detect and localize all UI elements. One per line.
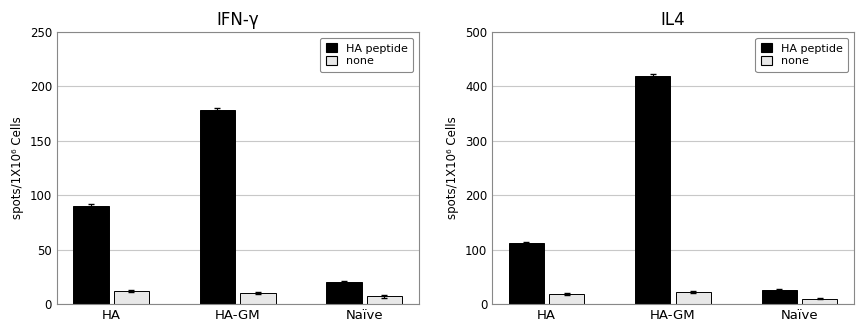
Bar: [549, 294, 585, 304]
Bar: [367, 296, 402, 304]
Title: IFN-γ: IFN-γ: [216, 11, 259, 29]
Bar: [326, 282, 362, 304]
Bar: [761, 290, 797, 304]
Bar: [635, 76, 670, 304]
Bar: [802, 299, 837, 304]
Legend: HA peptide, none: HA peptide, none: [320, 38, 413, 72]
Bar: [74, 206, 109, 304]
Bar: [676, 292, 711, 304]
Title: IL4: IL4: [661, 11, 685, 29]
Bar: [240, 293, 276, 304]
Y-axis label: spots/1X10⁶ Cells: spots/1X10⁶ Cells: [11, 117, 24, 219]
Legend: HA peptide, none: HA peptide, none: [755, 38, 849, 72]
Bar: [113, 291, 149, 304]
Bar: [509, 243, 544, 304]
Bar: [200, 110, 235, 304]
Y-axis label: spots/1X10⁶ Cells: spots/1X10⁶ Cells: [446, 117, 459, 219]
